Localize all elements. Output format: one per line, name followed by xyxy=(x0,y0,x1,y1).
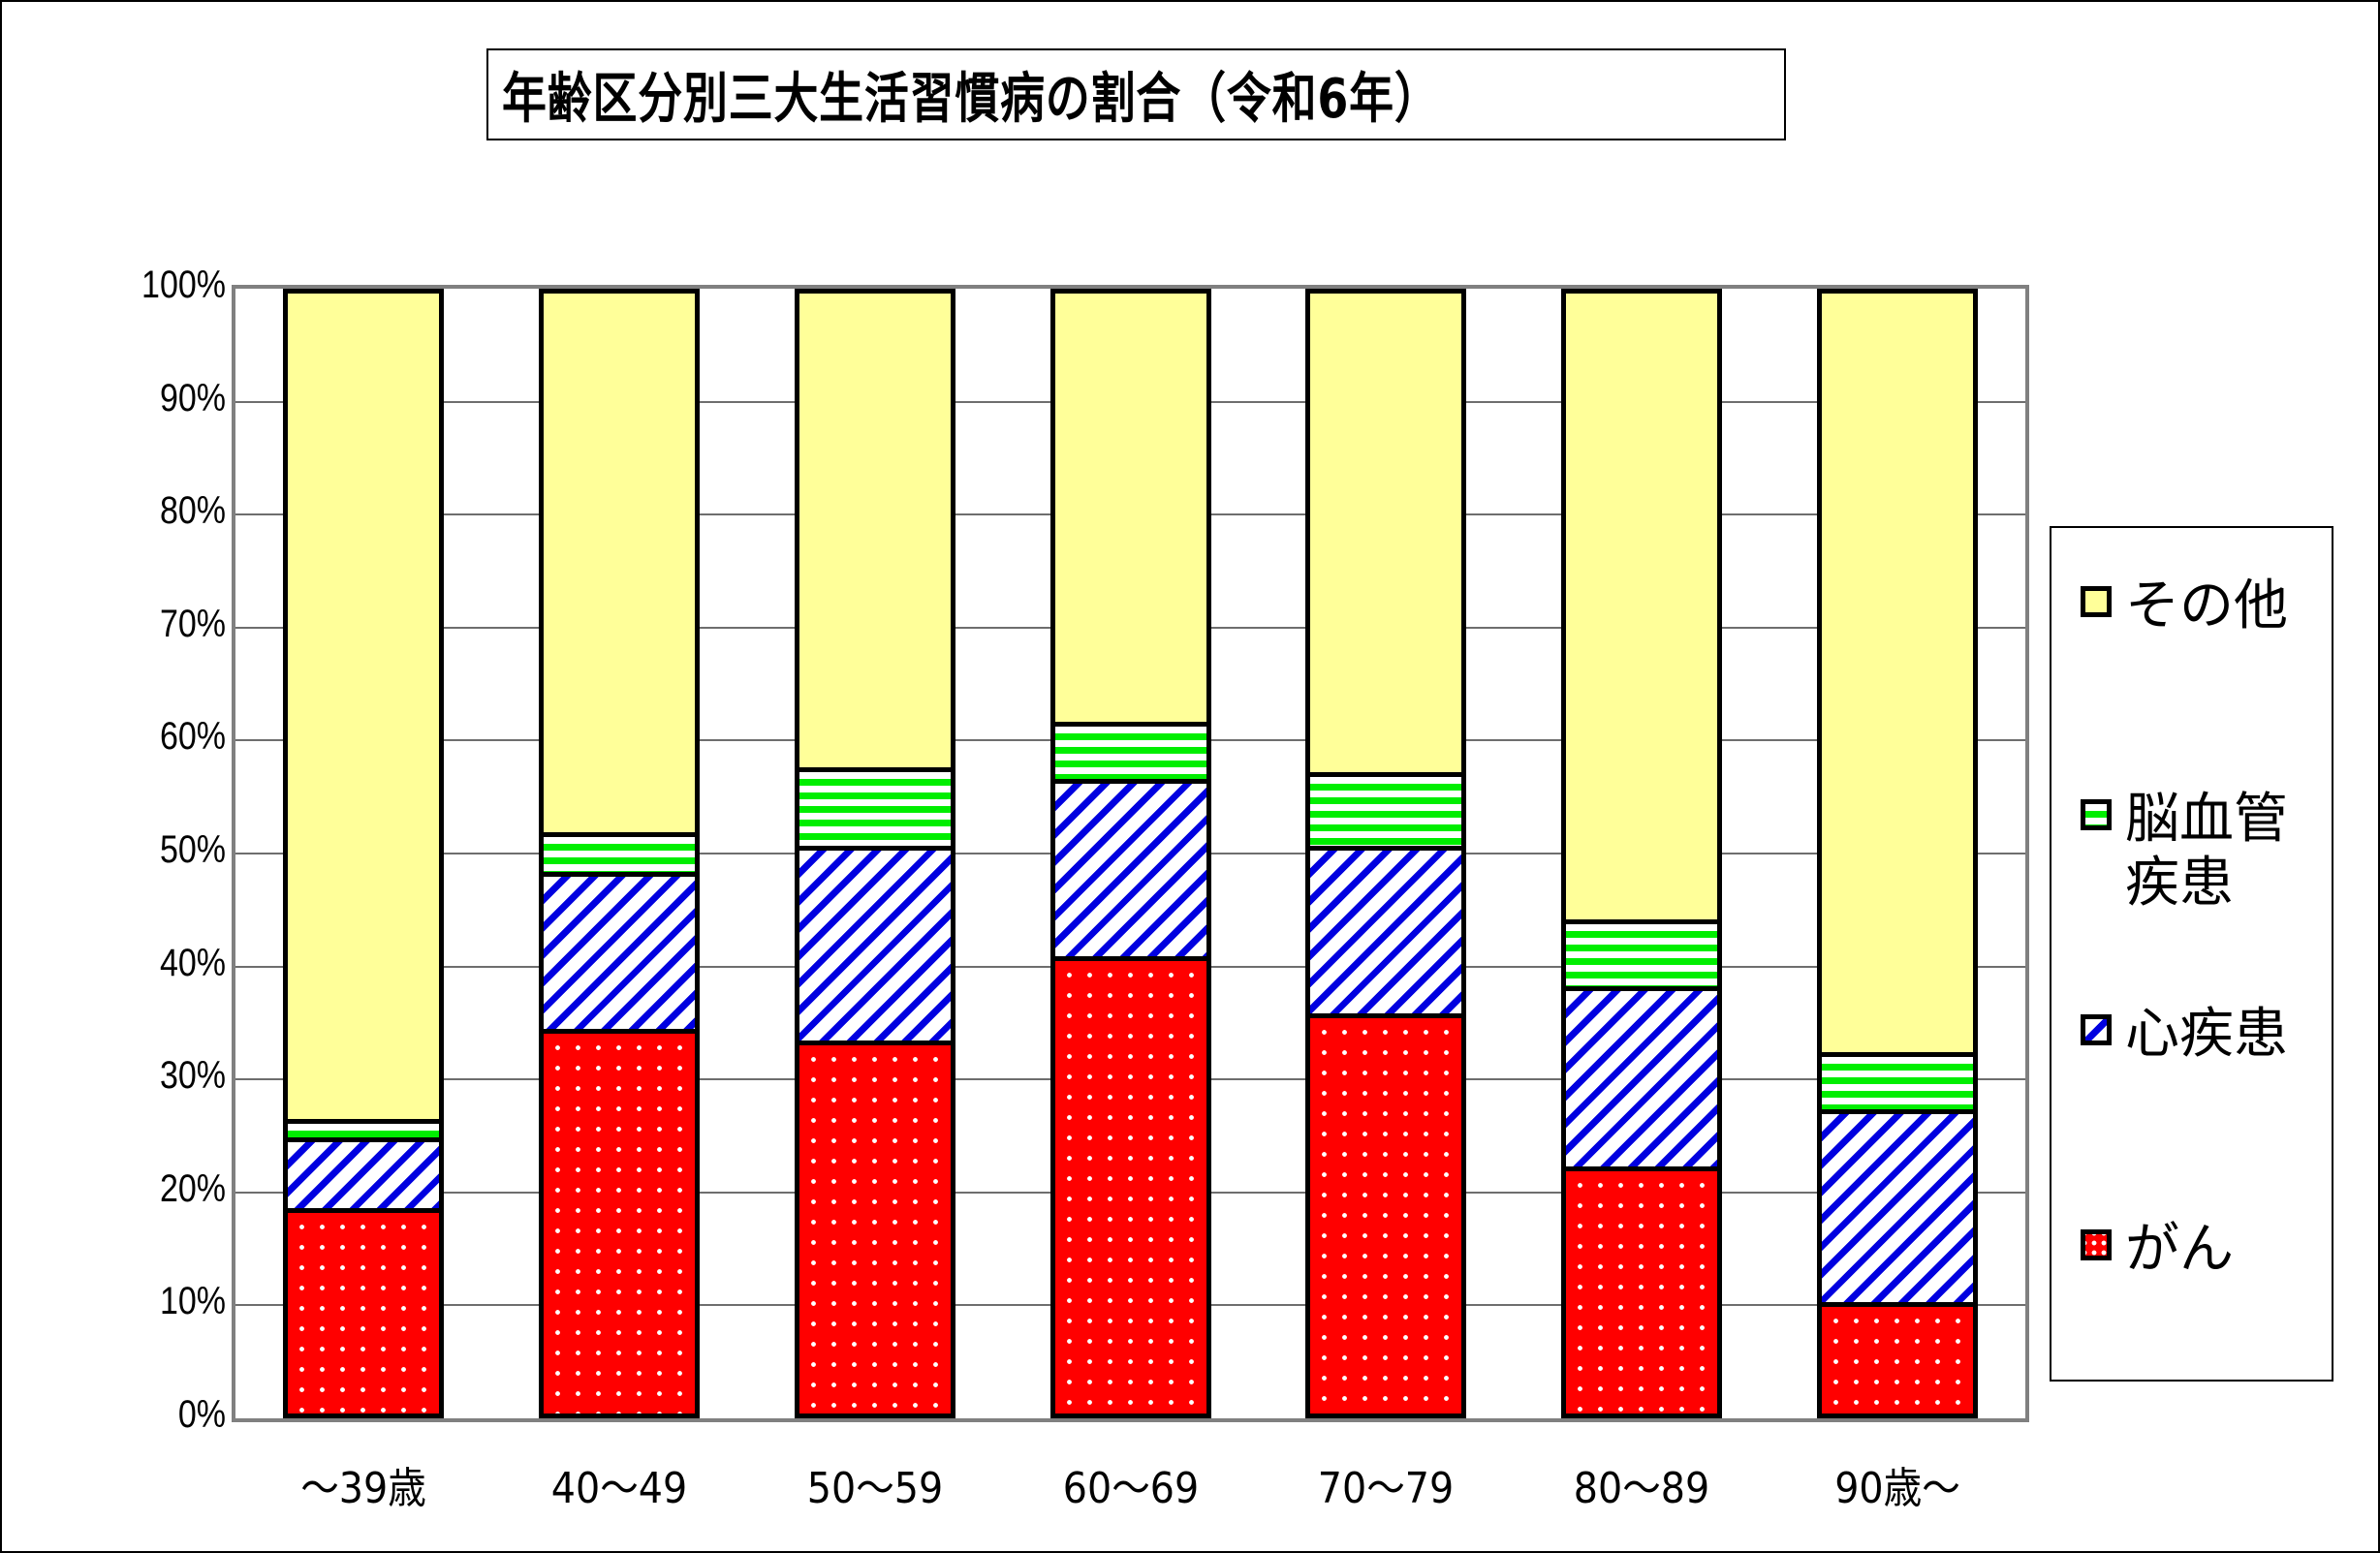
y-tick-label: 20% xyxy=(159,1166,226,1210)
x-tick-label: 60〜69 xyxy=(1062,1464,1199,1513)
segment-cerebrovascular xyxy=(543,836,695,878)
segment-heart-disease xyxy=(1310,850,1462,1018)
y-tick-label: 50% xyxy=(159,828,226,871)
chart-title: 年齢区分別三大生活習慣病の割合（令和6年） xyxy=(502,68,1440,131)
segment-heart-disease xyxy=(1566,991,1718,1172)
segment-cancer xyxy=(1054,960,1206,1413)
segment-other xyxy=(1054,294,1206,728)
y-tick-label: 0% xyxy=(177,1393,226,1436)
segment-heart-disease xyxy=(543,877,695,1035)
x-tick-label: 40〜49 xyxy=(550,1464,688,1513)
segment-cerebrovascular xyxy=(1822,1057,1974,1115)
stacked-bar xyxy=(794,289,955,1418)
stacked-bar xyxy=(282,289,444,1418)
x-tick-label: 〜39歳 xyxy=(300,1464,426,1513)
y-tick-label: 40% xyxy=(159,941,226,984)
x-tick-label: 90歳〜 xyxy=(1834,1464,1960,1513)
segment-other xyxy=(799,294,951,772)
y-tick-label: 60% xyxy=(159,715,226,759)
segment-cerebrovascular xyxy=(1310,777,1462,851)
x-tick-label: 50〜59 xyxy=(806,1464,943,1513)
segment-other xyxy=(287,294,439,1124)
segment-other xyxy=(543,294,695,837)
segment-cancer xyxy=(1310,1017,1462,1413)
segment-heart-disease xyxy=(287,1142,439,1214)
segment-other xyxy=(1310,294,1462,778)
legend-label: 脳血管疾患 xyxy=(2125,788,2288,915)
segment-cancer xyxy=(287,1213,439,1413)
y-tick-label: 90% xyxy=(159,376,226,419)
plot-area xyxy=(232,285,2029,1422)
segment-cancer xyxy=(1822,1307,1974,1413)
x-tick-label: 80〜89 xyxy=(1574,1464,1710,1513)
legend-swatch-cancer-icon xyxy=(2081,1229,2112,1260)
segment-cerebrovascular xyxy=(287,1123,439,1143)
stacked-bar xyxy=(1305,289,1467,1418)
segment-heart-disease xyxy=(1822,1114,1974,1308)
legend-swatch-other-icon xyxy=(2081,586,2112,617)
segment-other xyxy=(1566,294,1718,924)
y-tick-label: 100% xyxy=(141,264,226,306)
y-tick-label: 30% xyxy=(159,1054,226,1098)
segment-cancer xyxy=(1566,1171,1718,1413)
y-tick-label: 80% xyxy=(159,489,226,533)
chart-title-box: 年齢区分別三大生活習慣病の割合（令和6年） xyxy=(486,48,1786,140)
stacked-bar xyxy=(1817,289,1979,1418)
legend: その他 脳血管疾患 心疾患 がん xyxy=(2050,526,2333,1382)
legend-label: がん xyxy=(2125,1218,2234,1281)
segment-cancer xyxy=(543,1034,695,1413)
legend-swatch-cerebrovascular-icon xyxy=(2081,799,2112,830)
legend-item-heart-disease: 心疾患 xyxy=(2081,1003,2319,1067)
stacked-bar xyxy=(538,289,700,1418)
segment-cancer xyxy=(799,1044,951,1413)
segment-cerebrovascular xyxy=(799,771,951,851)
legend-label: 心疾患 xyxy=(2125,1003,2288,1066)
segment-cerebrovascular xyxy=(1054,727,1206,785)
segment-heart-disease xyxy=(799,850,951,1045)
stacked-bar xyxy=(1561,289,1723,1418)
x-tick-label: 70〜79 xyxy=(1318,1464,1455,1513)
legend-item-other: その他 xyxy=(2081,575,2319,638)
segment-other xyxy=(1822,294,1974,1058)
y-tick-label: 10% xyxy=(159,1280,226,1323)
y-tick-label: 70% xyxy=(159,602,226,645)
legend-swatch-heart-disease-icon xyxy=(2081,1014,2112,1045)
legend-item-cerebrovascular: 脳血管疾患 xyxy=(2081,788,2309,916)
segment-cerebrovascular xyxy=(1566,923,1718,992)
legend-item-cancer: がん xyxy=(2081,1218,2319,1282)
segment-heart-disease xyxy=(1054,784,1206,961)
legend-label: その他 xyxy=(2125,575,2288,637)
stacked-bar xyxy=(1049,289,1211,1418)
